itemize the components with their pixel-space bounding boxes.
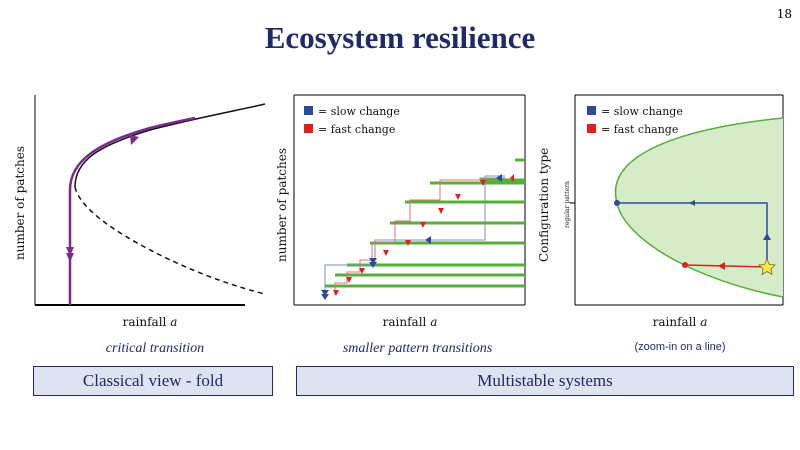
fast-endpoint: [682, 262, 688, 268]
drop-arrow-1: [66, 247, 74, 256]
classical-view-box: Classical view - fold: [33, 366, 273, 396]
svg-text:rainfall a: rainfall a: [653, 315, 708, 329]
fast-arrow: [405, 240, 411, 246]
legend-fast-swatch: [304, 124, 313, 133]
fast-arrow: [333, 290, 339, 296]
legend-fast-label: = fast change: [601, 123, 678, 136]
y-tick-label: regular pattern: [564, 181, 571, 228]
fast-arrow: [480, 180, 486, 186]
fast-arrow: [510, 174, 514, 182]
y-label: number of patches: [275, 148, 289, 262]
svg-text:rainfall a: rainfall a: [383, 315, 438, 329]
y-label: number of patches: [13, 146, 27, 260]
fast-arrow: [455, 194, 461, 200]
slow-arrow: [425, 236, 431, 244]
multistable-systems-box: Multistable systems: [296, 366, 794, 396]
caption-critical-transition: critical transition: [105, 341, 205, 356]
caption-zoom-in: (zoom-in on a line): [634, 341, 726, 353]
stable-branch: [74, 103, 266, 188]
fast-arrow: [438, 208, 444, 214]
x-label: rainfall: [653, 315, 697, 329]
fast-arrow: [718, 262, 725, 270]
start-star: [758, 258, 776, 276]
staircase-diagram: = slow change = fast change number of pa…: [275, 94, 526, 329]
slow-arrow: [321, 290, 329, 296]
fast-arrow: [383, 250, 389, 256]
slide-title: Ecosystem resilience: [264, 20, 536, 55]
fold-diagram: number of patches rainfall a: [13, 95, 266, 329]
configuration-diagram: = slow change = fast change Configuratio…: [537, 94, 784, 329]
stability-region: [615, 118, 783, 297]
legend-fast-label: = fast change: [318, 123, 395, 136]
fast-trajectory: [684, 264, 768, 268]
x-label-var: a: [430, 315, 437, 329]
x-label: rainfall: [123, 315, 167, 329]
hysteresis-path: [68, 116, 196, 305]
slow-arrow: [321, 294, 329, 300]
svg-text:rainfall a: rainfall a: [123, 315, 178, 329]
slow-arrow: [496, 174, 502, 182]
slow-arrow: [369, 258, 377, 264]
x-label-var: a: [700, 315, 707, 329]
legend-slow-label: = slow change: [601, 105, 683, 118]
fast-arrow: [346, 277, 352, 283]
caption-pattern-transitions: smaller pattern transitions: [342, 341, 493, 356]
slow-arrow: [763, 233, 771, 240]
slide-number: 18: [776, 7, 792, 21]
slow-arrow: [369, 262, 377, 268]
path-arrow: [130, 135, 139, 145]
fast-path: [334, 177, 505, 295]
slow-trajectory: [617, 202, 768, 267]
drop-arrow-2: [66, 253, 74, 262]
x-label: rainfall: [383, 315, 427, 329]
unstable-branch: [74, 186, 266, 295]
legend-slow-swatch: [587, 106, 596, 115]
fast-arrow: [420, 222, 426, 228]
fast-arrow: [359, 268, 365, 274]
legend-slow-swatch: [304, 106, 313, 115]
legend-fast-swatch: [587, 124, 596, 133]
slow-path: [324, 175, 505, 295]
x-label-var: a: [170, 315, 177, 329]
saddle-point: [614, 200, 620, 206]
y-label: Configuration type: [537, 148, 551, 262]
legend-slow-label: = slow change: [318, 105, 400, 118]
slow-arrow: [689, 200, 695, 206]
